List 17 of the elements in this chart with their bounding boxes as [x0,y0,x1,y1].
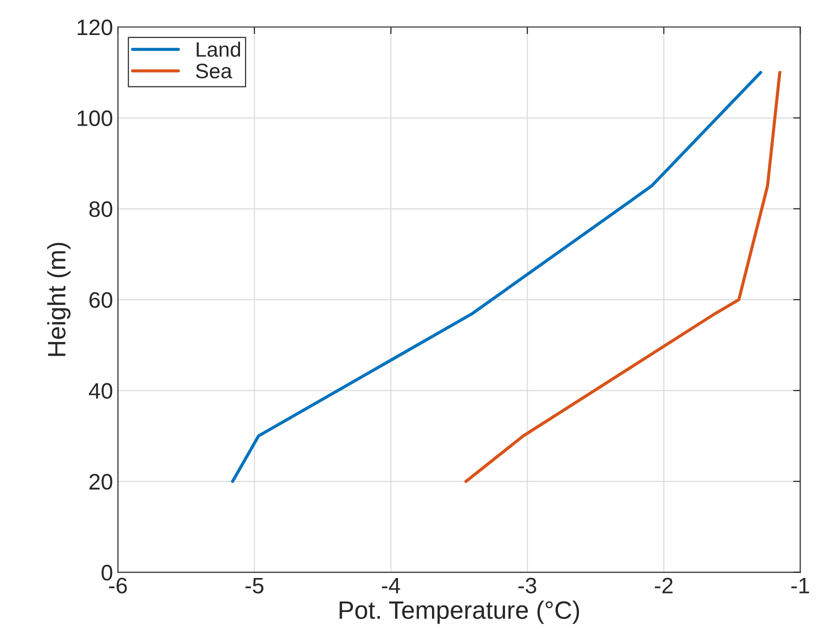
x-tick-label: -4 [382,578,400,594]
line-series [231,70,762,483]
y-tick-label: 120 [78,20,112,36]
y-tick-label: 20 [90,474,112,490]
legend-label: Sea [196,64,232,78]
x-tick-label: -2 [654,578,673,594]
y-axis-title: Height (m) [47,242,70,356]
x-tick-label: -1 [791,578,810,594]
x-axis-title: Pot. Temperature (°C) [340,600,580,624]
y-tick-label: 80 [89,201,112,218]
y-tick-label: 60 [90,292,112,308]
y-tick-label: 40 [88,383,112,399]
x-tick-label: -3 [518,578,536,594]
line-series [464,70,782,483]
legend-label: Land [196,42,240,57]
x-tick-label: -5 [246,578,264,594]
y-tick-label: 100 [78,110,112,126]
